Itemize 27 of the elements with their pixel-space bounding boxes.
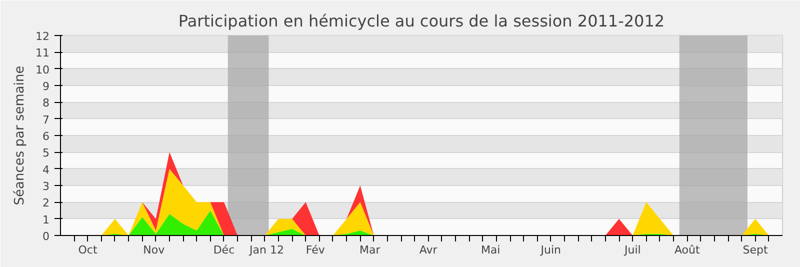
y-tick-label: 11 [36, 46, 50, 60]
y-axis-title: Séances par semaine [12, 66, 28, 206]
y-tick-label: 2 [42, 196, 50, 210]
x-tick-label: Sept [742, 244, 768, 256]
x-tick-label: Fév [306, 244, 326, 256]
x-tick-label: Mar [360, 244, 381, 256]
y-tick-label: 12 [36, 30, 50, 43]
chart-title: Participation en hémicycle au cours de la session 2011-2012 [178, 12, 665, 30]
y-tick-label: 9 [42, 80, 50, 93]
y-tick-label: 7 [42, 113, 50, 126]
x-tick-label: Juil [623, 244, 641, 256]
y-tick-label: 8 [42, 96, 50, 110]
x-tick-label: Déc [213, 244, 235, 256]
x-tick-label: Août [674, 244, 700, 256]
x-tick-label: Jan 12 [248, 244, 284, 256]
x-tick-label: Nov [143, 244, 166, 256]
y-tick-label: 5 [42, 146, 50, 160]
x-tick-label: Mai [480, 244, 500, 256]
y-tick-label: 0 [42, 230, 50, 243]
x-tick-label: Avr [419, 244, 438, 256]
x-tick-label: Oct [78, 244, 98, 256]
y-tick-label: 1 [42, 213, 50, 226]
y-tick-label: 3 [42, 180, 50, 193]
y-tick-label: 4 [42, 163, 50, 176]
y-tick-label: 10 [36, 63, 50, 76]
x-tick-label: Juin [540, 244, 562, 256]
y-tick-label: 6 [42, 130, 50, 143]
